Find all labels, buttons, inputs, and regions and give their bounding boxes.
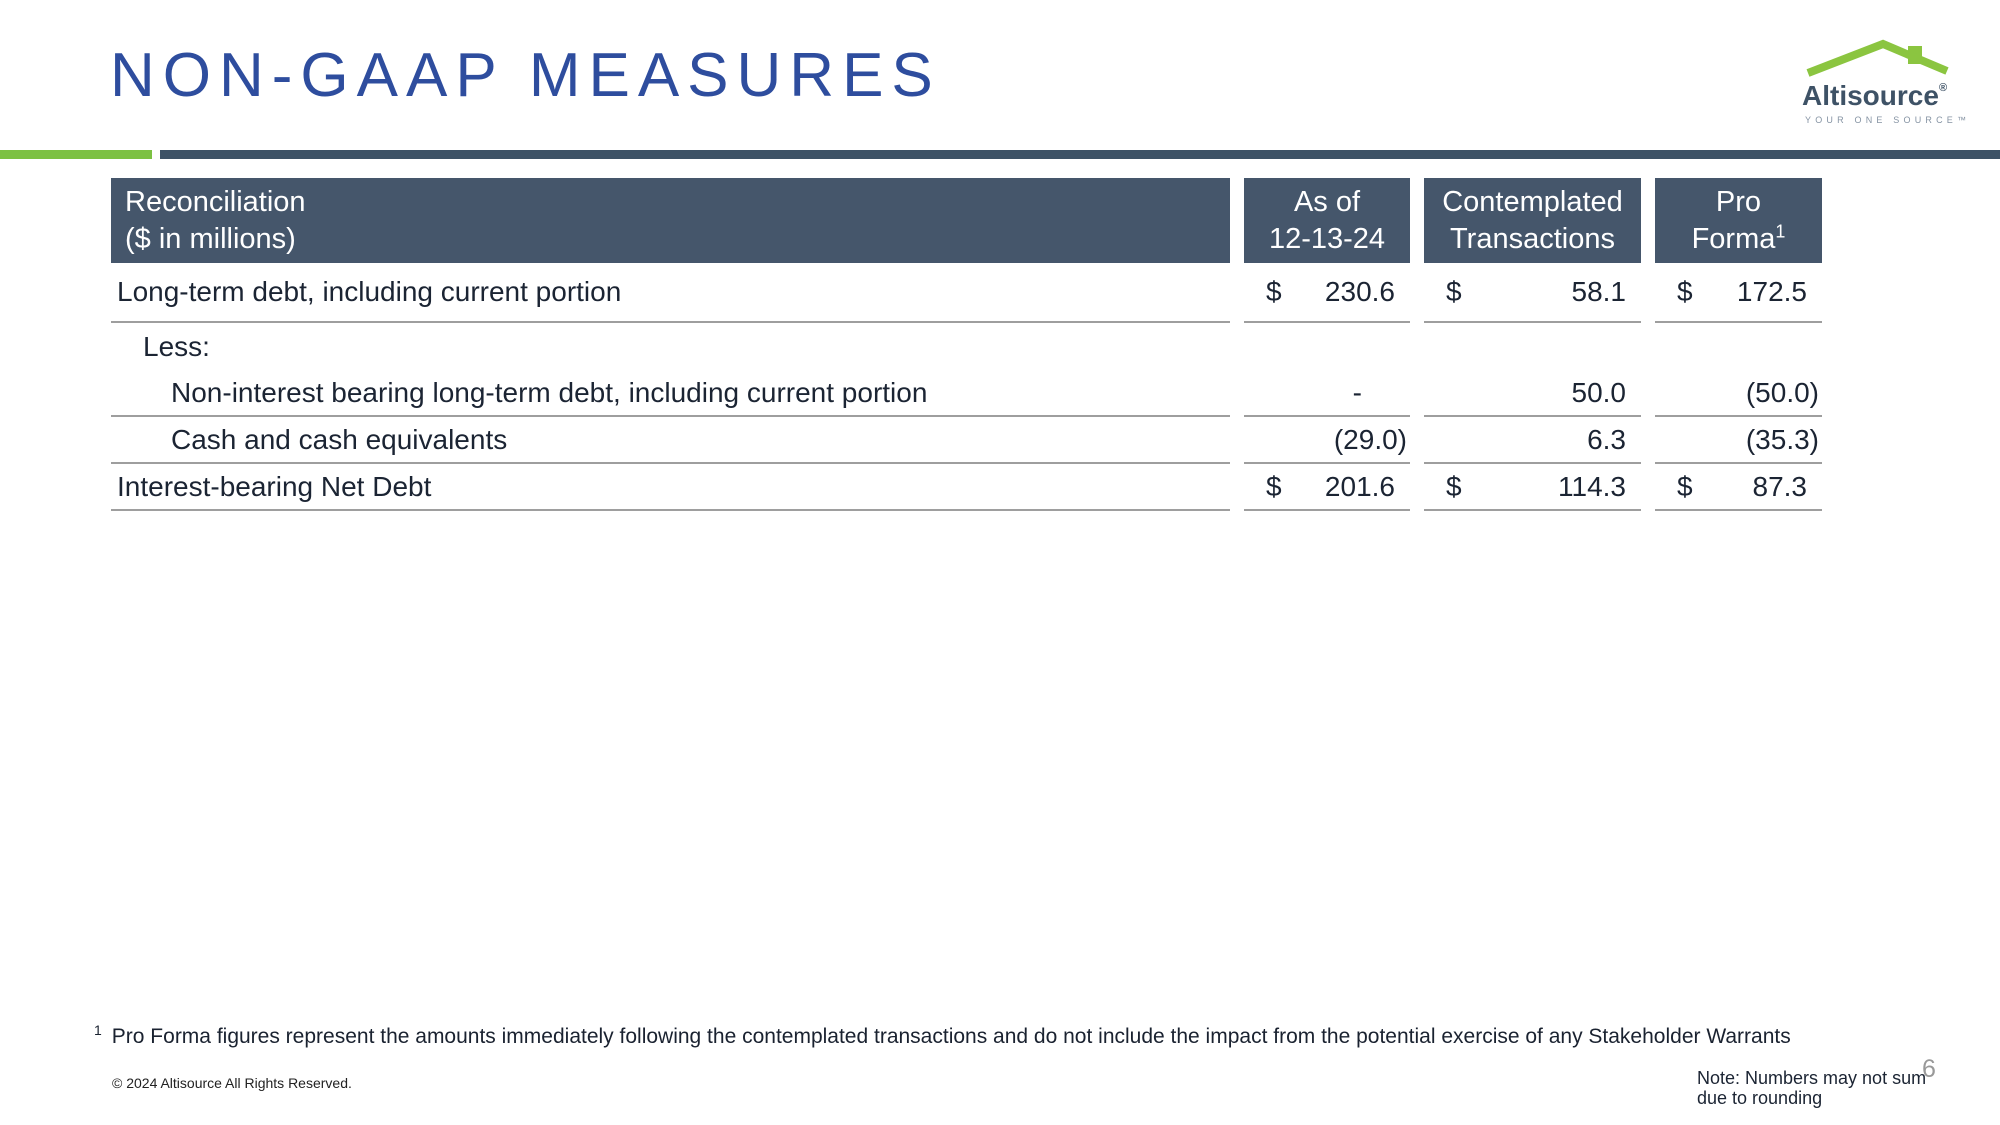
row-label: Less: <box>143 330 210 362</box>
footnote: 1 Pro Forma figures represent the amounts… <box>94 1022 1814 1049</box>
row-value-cell: $58.1 <box>1424 263 1641 323</box>
amount-value: 58.1 <box>1571 276 1627 307</box>
table-row: Non-interest bearing long-term debt, inc… <box>111 370 1822 417</box>
header-cell-asof: As of 12-13-24 <box>1244 178 1410 263</box>
page-title: NON-GAAP MEASURES <box>110 41 941 110</box>
header-contemplated-line1: Contemplated <box>1442 185 1623 218</box>
currency-symbol: $ <box>1677 276 1693 307</box>
row-value-cell: $172.5 <box>1655 263 1822 323</box>
header-proforma-line1: Pro <box>1715 185 1762 218</box>
table-row: Less: <box>111 323 1822 370</box>
reconciliation-table: Reconciliation ($ in millions) As of 12-… <box>111 178 1822 511</box>
altisource-logo: Altisource® YOUR ONE SOURCE™ <box>1802 39 1966 125</box>
footnote-marker: 1 <box>94 1022 102 1038</box>
amount-value: 50.0 <box>1571 377 1627 408</box>
row-value-cell: (50.0) <box>1655 370 1822 417</box>
currency-symbol: $ <box>1446 276 1462 307</box>
logo-brand-text: Altisource® <box>1802 80 1947 111</box>
amount-value: 201.6 <box>1324 471 1395 502</box>
row-value-cell: (35.3) <box>1655 417 1822 464</box>
amount-value: 6.3 <box>1587 424 1626 455</box>
currency-symbol: $ <box>1677 471 1693 502</box>
table-body: Long-term debt, including current portio… <box>111 263 1822 511</box>
row-value-cell: $87.3 <box>1655 464 1822 511</box>
amount-value: 172.5 <box>1736 276 1807 307</box>
registered-mark: ® <box>1939 82 1947 94</box>
accent-bar-green <box>0 150 152 159</box>
row-label: Interest-bearing Net Debt <box>111 464 1230 511</box>
roof-icon <box>1806 39 1949 77</box>
amount-value: (35.3) <box>1745 424 1819 455</box>
table-row: Long-term debt, including current portio… <box>111 263 1822 323</box>
rounding-note-line1: Note: Numbers may not sum <box>1697 1068 1927 1088</box>
row-label: Non-interest bearing long-term debt, inc… <box>111 370 1230 417</box>
header-asof-line1: As of <box>1293 185 1361 218</box>
rounding-note-line2: due to rounding <box>1697 1088 1823 1108</box>
header-label-line2: ($ in millions) <box>125 222 296 255</box>
footnote-text: Pro Forma figures represent the amounts … <box>111 1025 1791 1048</box>
copyright-text: © 2024 Altisource All Rights Reserved. <box>112 1075 352 1091</box>
header-cell-proforma: Pro Forma1 <box>1655 178 1822 263</box>
amount-value: - <box>1352 377 1362 408</box>
amount-value: 87.3 <box>1752 471 1808 502</box>
currency-symbol: $ <box>1266 276 1282 307</box>
header-proforma-line2: Forma1 <box>1691 220 1786 255</box>
row-value-cell: $114.3 <box>1424 464 1641 511</box>
table-row: Cash and cash equivalents (29.0) 6.3 (35.3) <box>111 417 1822 464</box>
amount-value: (50.0) <box>1745 377 1819 408</box>
row-value-cell <box>1424 323 1641 370</box>
row-value-cell: 6.3 <box>1424 417 1641 464</box>
currency-symbol: $ <box>1266 471 1282 502</box>
row-value-cell <box>1655 323 1822 370</box>
logo-tagline-text: YOUR ONE SOURCE™ <box>1805 115 1966 125</box>
row-value-cell <box>1244 323 1410 370</box>
row-value-cell: - <box>1244 370 1410 417</box>
row-label: Long-term debt, including current portio… <box>111 263 1230 323</box>
row-value-cell: $201.6 <box>1244 464 1410 511</box>
table-row: Interest-bearing Net Debt $201.6 $114.3 $87… <box>111 464 1822 511</box>
header-contemplated-line2: Transactions <box>1450 222 1615 255</box>
proforma-footnote-superscript: 1 <box>1775 220 1786 241</box>
header-asof-line2: 12-13-24 <box>1268 222 1386 255</box>
row-value-cell: (29.0) <box>1244 417 1410 464</box>
header-cell-contemplated: Contemplated Transactions <box>1424 178 1641 263</box>
currency-symbol: $ <box>1446 471 1462 502</box>
header-cell-reconciliation: Reconciliation ($ in millions) <box>111 178 1230 263</box>
page-number: 6 <box>1922 1055 1936 1083</box>
accent-bar-dark <box>160 150 2000 159</box>
amount-value: 230.6 <box>1324 276 1395 307</box>
row-value-cell: 50.0 <box>1424 370 1641 417</box>
rounding-note: Note: Numbers may not sum due to roundin… <box>1697 1068 1927 1108</box>
row-value-cell: $230.6 <box>1244 263 1410 323</box>
header-label-line1: Reconciliation <box>125 185 306 218</box>
table-header-row: Reconciliation ($ in millions) As of 12-… <box>111 178 1822 263</box>
amount-value: 114.3 <box>1558 471 1626 502</box>
row-label: Cash and cash equivalents <box>111 417 1230 464</box>
amount-value: (29.0) <box>1333 424 1407 455</box>
